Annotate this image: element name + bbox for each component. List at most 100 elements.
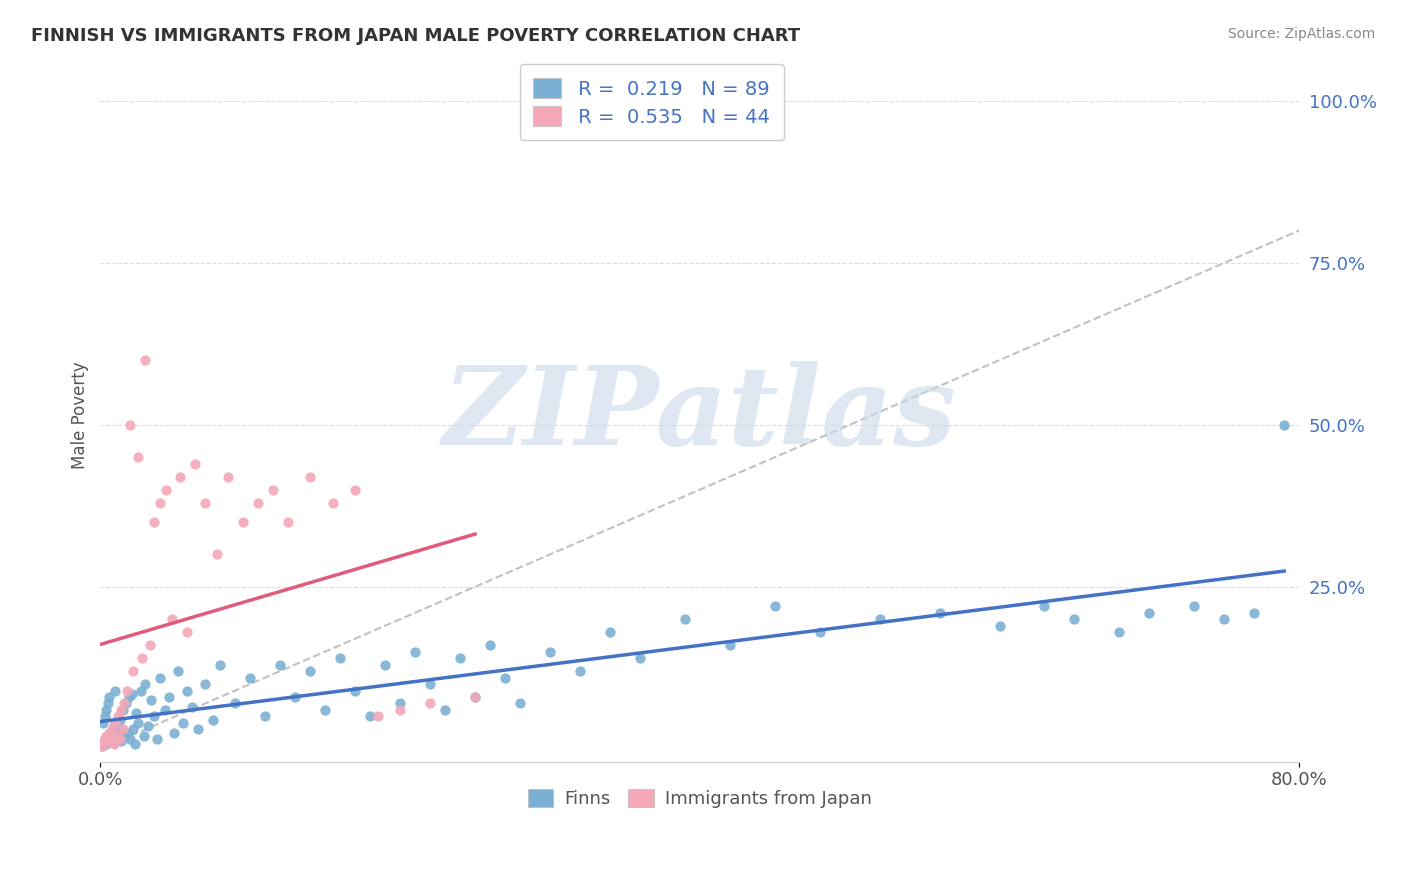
Point <box>97 734 120 748</box>
Point <box>93 735 115 749</box>
Point <box>97 697 120 711</box>
Point <box>322 495 344 509</box>
Point <box>262 483 284 497</box>
Point <box>162 612 184 626</box>
Point <box>125 706 148 721</box>
Point <box>146 732 169 747</box>
Point <box>988 618 1011 632</box>
Point <box>538 645 561 659</box>
Point <box>97 735 120 749</box>
Point <box>139 638 162 652</box>
Point <box>127 450 149 465</box>
Point <box>124 737 146 751</box>
Point <box>141 693 163 707</box>
Point <box>100 725 122 739</box>
Point <box>108 713 131 727</box>
Text: ZIPatlas: ZIPatlas <box>443 361 956 469</box>
Point <box>194 677 217 691</box>
Point <box>107 709 129 723</box>
Point <box>136 719 159 733</box>
Point <box>763 599 786 614</box>
Point <box>389 697 412 711</box>
Point <box>98 690 121 704</box>
Point <box>209 657 232 672</box>
Point <box>105 729 128 743</box>
Point <box>1063 612 1085 626</box>
Point <box>120 732 142 747</box>
Point <box>184 457 207 471</box>
Point <box>284 690 307 704</box>
Point <box>269 657 291 672</box>
Point <box>149 671 172 685</box>
Point <box>98 725 121 739</box>
Point <box>100 732 122 747</box>
Point <box>246 495 269 509</box>
Point <box>134 677 156 691</box>
Point <box>464 690 486 704</box>
Point <box>329 651 352 665</box>
Point <box>172 715 194 730</box>
Point <box>419 697 441 711</box>
Point <box>344 683 367 698</box>
Point <box>344 483 367 497</box>
Point <box>167 664 190 678</box>
Point <box>869 612 891 626</box>
Point <box>96 703 118 717</box>
Point <box>201 713 224 727</box>
Point <box>404 645 426 659</box>
Point <box>112 697 135 711</box>
Point <box>374 657 396 672</box>
Point <box>121 687 143 701</box>
Point <box>94 709 117 723</box>
Point <box>103 737 125 751</box>
Point <box>464 690 486 704</box>
Point <box>568 664 591 678</box>
Point <box>108 732 131 747</box>
Point <box>111 723 134 737</box>
Point <box>143 515 166 529</box>
Point <box>928 606 950 620</box>
Point <box>718 638 741 652</box>
Point <box>98 729 121 743</box>
Point <box>93 715 115 730</box>
Point <box>419 677 441 691</box>
Point <box>153 703 176 717</box>
Point <box>299 469 322 483</box>
Point <box>217 469 239 483</box>
Text: Source: ZipAtlas.com: Source: ZipAtlas.com <box>1227 27 1375 41</box>
Point <box>176 683 198 698</box>
Point <box>169 469 191 483</box>
Point <box>359 709 381 723</box>
Point <box>176 625 198 640</box>
Point <box>180 699 202 714</box>
Point <box>117 683 139 698</box>
Point <box>314 703 336 717</box>
Point <box>628 651 651 665</box>
Point <box>90 739 112 753</box>
Point <box>111 703 134 717</box>
Point <box>509 697 531 711</box>
Point <box>1182 599 1205 614</box>
Point <box>96 729 118 743</box>
Point <box>254 709 277 723</box>
Point <box>1272 417 1295 432</box>
Point <box>478 638 501 652</box>
Point <box>110 734 132 748</box>
Point <box>127 715 149 730</box>
Point <box>224 697 246 711</box>
Point <box>114 697 136 711</box>
Point <box>131 651 153 665</box>
Point <box>104 715 127 730</box>
Point <box>132 729 155 743</box>
Point <box>1243 606 1265 620</box>
Point <box>434 703 457 717</box>
Point <box>1137 606 1160 620</box>
Point <box>122 723 145 737</box>
Point <box>157 690 180 704</box>
Legend: Finns, Immigrants from Japan: Finns, Immigrants from Japan <box>520 781 879 815</box>
Point <box>90 739 112 753</box>
Point <box>494 671 516 685</box>
Point <box>122 664 145 678</box>
Point <box>105 730 128 744</box>
Point <box>194 495 217 509</box>
